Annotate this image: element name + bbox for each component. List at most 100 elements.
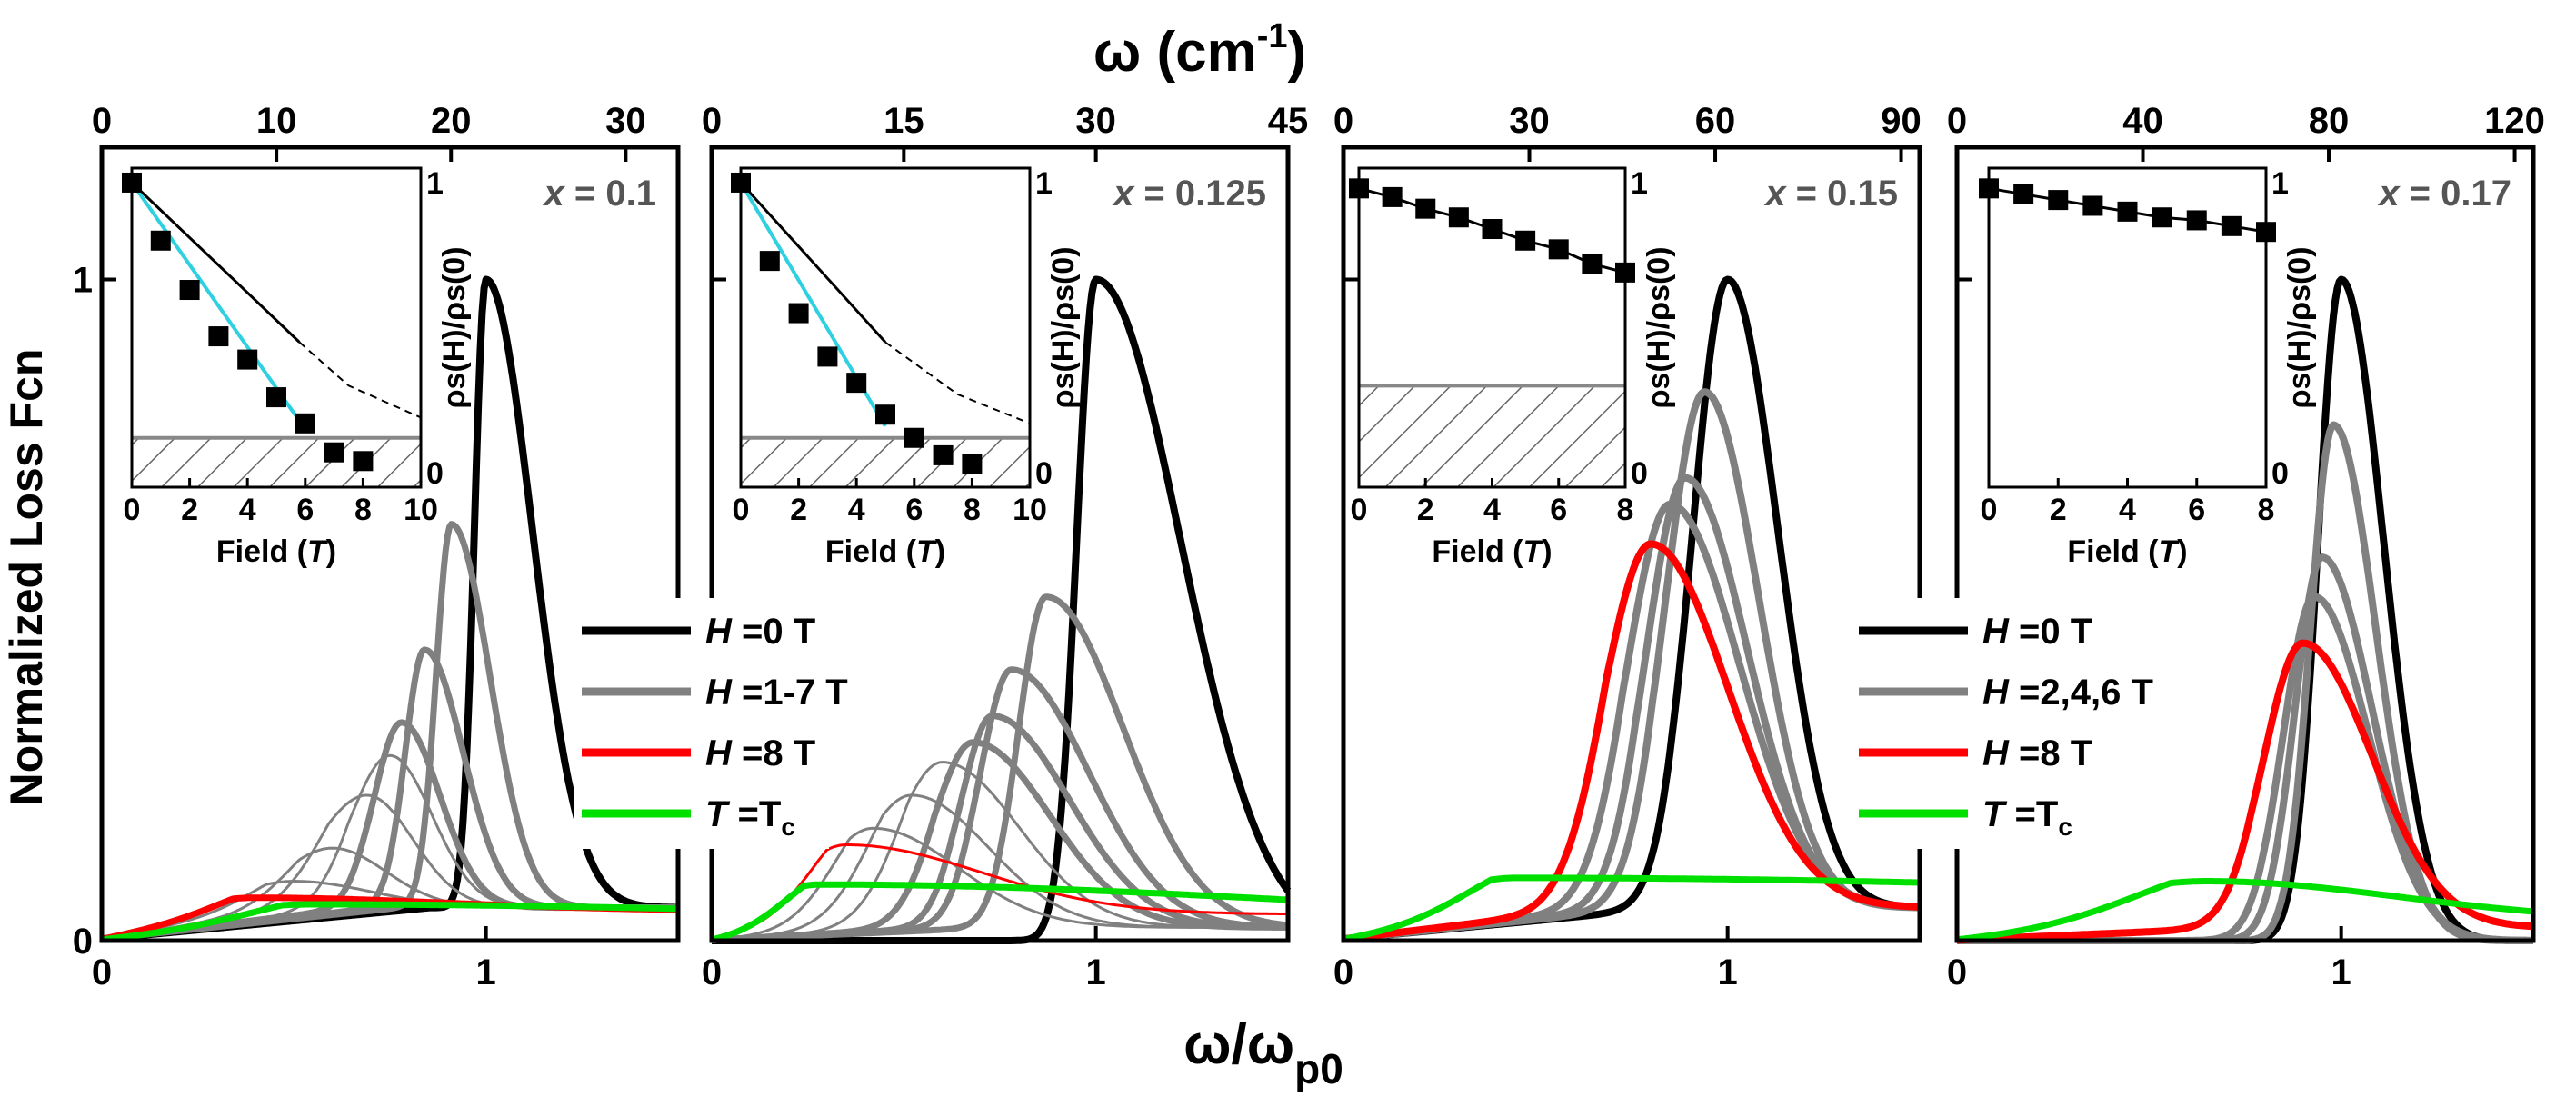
inset-3: 0 2 4 6 8 Field (T) 1 0 ρs(H)/ρs(0) (1349, 166, 1676, 569)
inset-tick-label: 6 (296, 493, 314, 527)
top-tick-label: 90 (1881, 101, 1922, 141)
inset-tick-label: 2 (181, 493, 198, 527)
bottom-axis-title-main: ω/ω (1183, 1013, 1294, 1076)
series-line-9 (711, 843, 1289, 941)
inset-dashed-line (298, 341, 422, 419)
inset-tick-label: 8 (2258, 493, 2275, 527)
top-axis-title-main: ω (cm (1093, 21, 1257, 84)
inset-data-point (295, 413, 315, 434)
inset-y-tick-label: 1 (426, 166, 444, 201)
legend-label: H =0 T (1982, 612, 2092, 652)
inset-y-tick-label: 0 (1631, 456, 1648, 491)
inset-tick-label: 2 (1417, 493, 1434, 527)
panel-frame (709, 145, 1291, 943)
inset-data-point (2013, 184, 2034, 204)
series-line-5 (1955, 639, 2535, 944)
top-tick-label: 30 (1509, 101, 1550, 141)
inset-data-point (1415, 198, 1436, 219)
top-tick-label: 15 (884, 101, 924, 141)
inset-tick-label: 10 (404, 493, 438, 527)
inset-x-label: Field (T) (1432, 534, 1552, 569)
panel-frame (1341, 145, 1922, 943)
inset-tick-label: 6 (2188, 493, 2205, 527)
inset-tick-label: 0 (124, 493, 141, 527)
inset-hatch-region (1359, 385, 1625, 487)
bottom-axis-title: ω/ωp0 (1183, 1013, 1343, 1092)
composition-value: = 0.1 (564, 174, 656, 214)
bottom-tick-label: 0 (92, 952, 112, 992)
inset-tick-label: 4 (1483, 493, 1501, 527)
top-axis-title-sup: -1 (1257, 17, 1288, 55)
series-line-5 (710, 739, 1290, 943)
inset-y-label: ρs(H)/ρs(0) (2282, 246, 2317, 408)
inset-x-label: Field (T) (825, 534, 945, 569)
composition-value: = 0.15 (1786, 174, 1898, 214)
inset-tick-label: 0 (1981, 493, 1998, 527)
inset-data-point (353, 451, 374, 472)
bottom-tick-label: 0 (702, 952, 722, 992)
top-tick-label: 30 (1075, 101, 1116, 141)
inset-data-point (2186, 210, 2207, 231)
curves-3 (1342, 275, 1922, 943)
axis-titles: ω (cm-1) ω/ωp0 Normalized Loss Fcn (1, 17, 1343, 1092)
inset-x-label: Field (T) (2067, 534, 2187, 569)
inset-tick-label: 2 (2050, 493, 2067, 527)
top-axis-title-close: ) (1288, 21, 1307, 84)
inset-data-point (962, 454, 983, 474)
legend-label: T =Tc (1982, 794, 2072, 841)
legend-label: H =8 T (705, 733, 815, 773)
inset-trend-line (739, 181, 887, 344)
inset-data-point (1515, 230, 1536, 251)
y-tick-label: 0 (73, 922, 93, 962)
inset-tick-label: 10 (1013, 493, 1047, 527)
inset-background (132, 168, 421, 487)
inset-data-point (2152, 207, 2172, 228)
inset-data-point (208, 326, 229, 347)
series-line-10 (710, 881, 1290, 943)
inset-tick-label: 6 (1550, 493, 1567, 527)
inset-y-tick-label: 1 (1631, 166, 1648, 201)
inset-data-point (2117, 201, 2138, 222)
inset-data-point (1582, 254, 1603, 274)
panel-frame (99, 145, 681, 943)
inset-y-tick-label: 0 (1035, 456, 1053, 491)
bottom-axis-title-sub: p0 (1294, 1045, 1343, 1092)
top-tick-label: 10 (256, 101, 297, 141)
top-tick-label: 80 (2309, 101, 2350, 141)
inset-background (741, 168, 1030, 487)
inset-data-point (875, 404, 895, 425)
composition-value: = 0.17 (2400, 174, 2511, 214)
inset-data-point (846, 373, 867, 394)
y-axis-title: Normalized Loss Fcn (1, 349, 52, 806)
panel-4: 0 1 0 40 80 120 x = 0.17 0 2 4 6 8 Field (T) 1 0 ρs(H)/… (1947, 101, 2545, 992)
inset-tick-label: 4 (2119, 493, 2136, 527)
top-tick-label: 60 (1695, 101, 1736, 141)
inset-data-point (237, 349, 258, 370)
composition-value: = 0.125 (1133, 174, 1266, 214)
composition-label: x = 0.125 (1112, 174, 1266, 214)
composition-variable: x (543, 174, 566, 214)
top-tick-label: 0 (92, 101, 112, 141)
inset-data-point (759, 251, 780, 272)
top-tick-label: 45 (1268, 101, 1309, 141)
inset-data-point (266, 387, 286, 408)
inset-data-point (1548, 239, 1569, 260)
top-tick-label: 40 (2122, 101, 2163, 141)
inset-y-label: ρs(H)/ρs(0) (1642, 246, 1676, 408)
top-tick-label: 30 (605, 101, 646, 141)
legend-2: H =0 T H =2,4,6 T H =8 T T =Tc (1852, 598, 2153, 849)
composition-label: x = 0.17 (2377, 174, 2511, 214)
inset-data-point (150, 230, 171, 251)
inset-tick-label: 4 (848, 493, 865, 527)
inset-tick-label: 0 (733, 493, 750, 527)
inset-tick-label: 6 (905, 493, 923, 527)
bottom-tick-label: 1 (1718, 952, 1738, 992)
inset-y-tick-label: 0 (2271, 456, 2289, 491)
panel-frame (1954, 145, 2536, 943)
inset-y-label: ρs(H)/ρs(0) (437, 246, 472, 408)
inset-tick-label: 4 (239, 493, 256, 527)
top-axis-title: ω (cm-1) (1093, 17, 1306, 84)
